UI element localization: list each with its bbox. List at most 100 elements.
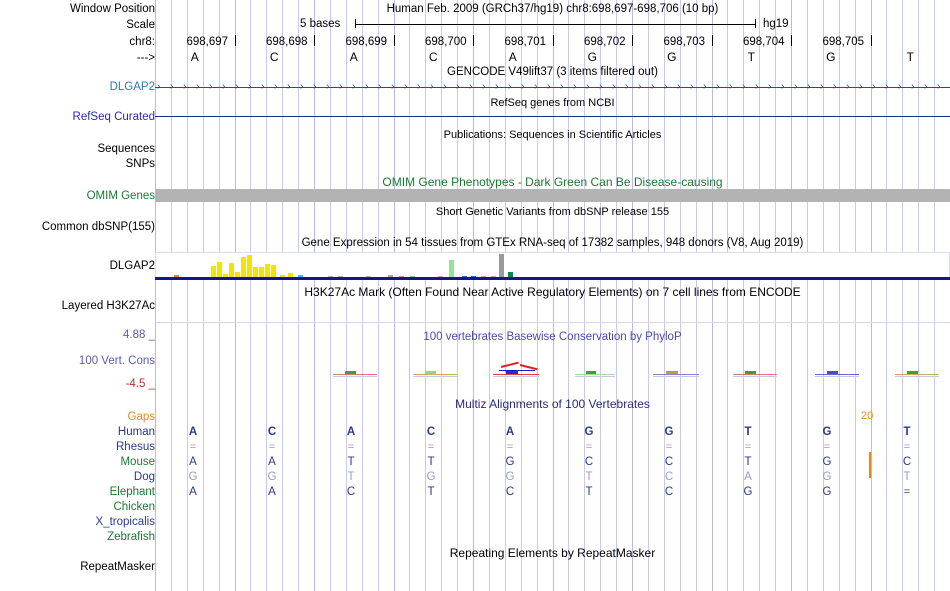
strand-arrow-icon: › (625, 81, 629, 92)
sidebar-item-omim-genes[interactable]: OMIM Genes (86, 190, 155, 202)
ruler-coordinate: 698,703 (663, 36, 706, 48)
multiz-base: T (744, 456, 752, 468)
strand-arrow-icon: › (430, 81, 434, 92)
strand-arrow-icon: › (755, 81, 759, 92)
strand-arrow-icon: › (768, 81, 772, 92)
gtex-tissue-bar (211, 265, 216, 278)
strand-arrow-icon: › (352, 81, 356, 92)
ruler-coordinate: 698,704 (743, 36, 785, 48)
ruler-coordinate: 698,697 (186, 36, 229, 48)
strand-arrow-icon: › (612, 81, 616, 92)
ruler-tick (235, 35, 236, 46)
track-title-refseq: RefSeq genes from NCBI (490, 97, 615, 109)
sidebar-item-sequences[interactable]: Sequences (97, 143, 155, 155)
multiz-base: T (427, 486, 435, 498)
multiz-base: = (427, 441, 435, 453)
conservation-mark (733, 368, 777, 382)
ruler-coordinate: 698,700 (425, 36, 467, 48)
track-title-publications: Publications: Sequences in Scientific Ar… (443, 129, 662, 141)
multiz-base: A (189, 486, 197, 498)
conservation-mark (895, 368, 939, 382)
strand-arrow-icon: › (651, 81, 655, 92)
strand-arrow-icon: › (560, 81, 564, 92)
sidebar-item-snps[interactable]: SNPs (125, 158, 155, 170)
strand-arrow-icon: › (482, 81, 486, 92)
species-label-chicken[interactable]: Chicken (113, 501, 155, 513)
species-label-dog[interactable]: Dog (133, 471, 155, 483)
reference-base: G (587, 50, 597, 64)
multiz-base: G (743, 486, 753, 498)
reference-base: T (906, 50, 914, 64)
multiz-base: G (822, 486, 832, 498)
multiz-base: = (268, 441, 276, 453)
strand-arrow-icon: › (508, 81, 512, 92)
track-title-h3k27ac: H3K27Ac Mark (Often Found Near Active Re… (304, 285, 801, 299)
species-label-elephant[interactable]: Elephant (109, 486, 155, 498)
conservation-mark (413, 368, 457, 382)
strand-arrow-icon: › (703, 81, 707, 92)
gene-strand-line (155, 87, 950, 88)
base-gridlines (155, 0, 950, 591)
strand-arrow-icon: › (339, 81, 343, 92)
species-label-rhesus[interactable]: Rhesus (116, 441, 155, 453)
reference-base: C (428, 50, 438, 64)
refseq-gene-line[interactable] (155, 116, 950, 118)
label-scale: Scale (126, 19, 155, 31)
strand-arrow-icon: › (404, 81, 408, 92)
gtex-expression-chart[interactable] (155, 252, 950, 278)
strand-arrow-icon: › (807, 81, 811, 92)
sidebar-item-100-vert-cons[interactable]: 100 Vert. Cons (78, 355, 155, 367)
sidebar-item-common-dbsnp[interactable]: Common dbSNP(155) (41, 221, 155, 233)
strand-arrow-icon: › (378, 81, 382, 92)
strand-arrow-icon: › (235, 81, 239, 92)
ruler-coordinate: 698,701 (504, 36, 547, 48)
multiz-base: = (823, 441, 831, 453)
sidebar-item-repeatmasker[interactable]: RepeatMasker (80, 561, 155, 573)
species-label-x_tropicalis[interactable]: X_tropicalis (95, 516, 155, 528)
multiz-base: = (585, 441, 593, 453)
sidebar-item-gaps[interactable]: Gaps (127, 411, 156, 423)
multiz-base: T (347, 456, 355, 468)
gtex-tissue-bar (288, 273, 293, 278)
multiz-base: C (664, 471, 674, 483)
ruler-tick (553, 35, 554, 46)
multiz-base: A (268, 486, 276, 498)
reference-base: A (508, 50, 517, 64)
species-label-mouse[interactable]: Mouse (120, 456, 155, 468)
label-strand: ---> (136, 52, 155, 64)
ruler-coordinate: 698,699 (345, 36, 388, 48)
sidebar-item-gencode[interactable]: DLGAP2 (109, 81, 155, 93)
species-label-zebrafish[interactable]: Zebrafish (107, 531, 155, 543)
multiz-base: G (505, 471, 515, 483)
ruler-tick (871, 35, 872, 46)
multiz-base: G (426, 471, 436, 483)
sidebar-item-refseq-curated[interactable]: RefSeq Curated (72, 111, 155, 123)
multiz-base: T (744, 426, 752, 438)
gtex-tissue-bar (247, 254, 252, 278)
strand-arrow-icon: › (781, 81, 785, 92)
omim-gene-bar[interactable] (155, 189, 950, 202)
gtex-tissue-bar (174, 275, 179, 278)
multiz-base: A (346, 426, 356, 438)
strand-arrow-icon: › (924, 81, 928, 92)
species-label-human[interactable]: Human (117, 426, 155, 438)
strand-arrow-icon: › (274, 81, 278, 92)
sidebar-item-layered-h3k27ac[interactable]: Layered H3K27Ac (61, 300, 155, 312)
strand-arrow-icon: › (664, 81, 668, 92)
multiz-base: C (505, 486, 515, 498)
sidebar-item-gtex-dlgap2[interactable]: DLGAP2 (109, 260, 155, 272)
gtex-tissue-bar (298, 275, 303, 278)
multiz-base: = (347, 441, 355, 453)
strand-arrow-icon: › (534, 81, 538, 92)
multiz-base: G (822, 426, 832, 438)
strand-arrow-icon: › (313, 81, 317, 92)
gtex-tissue-bar (217, 261, 222, 278)
gap-count-label: 20 (861, 410, 874, 422)
ruler-coordinate: 698,705 (822, 36, 865, 48)
ruler-tick (314, 35, 315, 46)
gene-track-dlgap2[interactable]: › › › › › › › › › › › › › › › › › › › › › › › › › › › › › › › › › › › › › › › ›… (155, 82, 950, 93)
cons-axis-max: 4.88 _ (123, 329, 155, 341)
gtex-tissue-bar (271, 264, 276, 278)
multiz-base: G (822, 456, 832, 468)
